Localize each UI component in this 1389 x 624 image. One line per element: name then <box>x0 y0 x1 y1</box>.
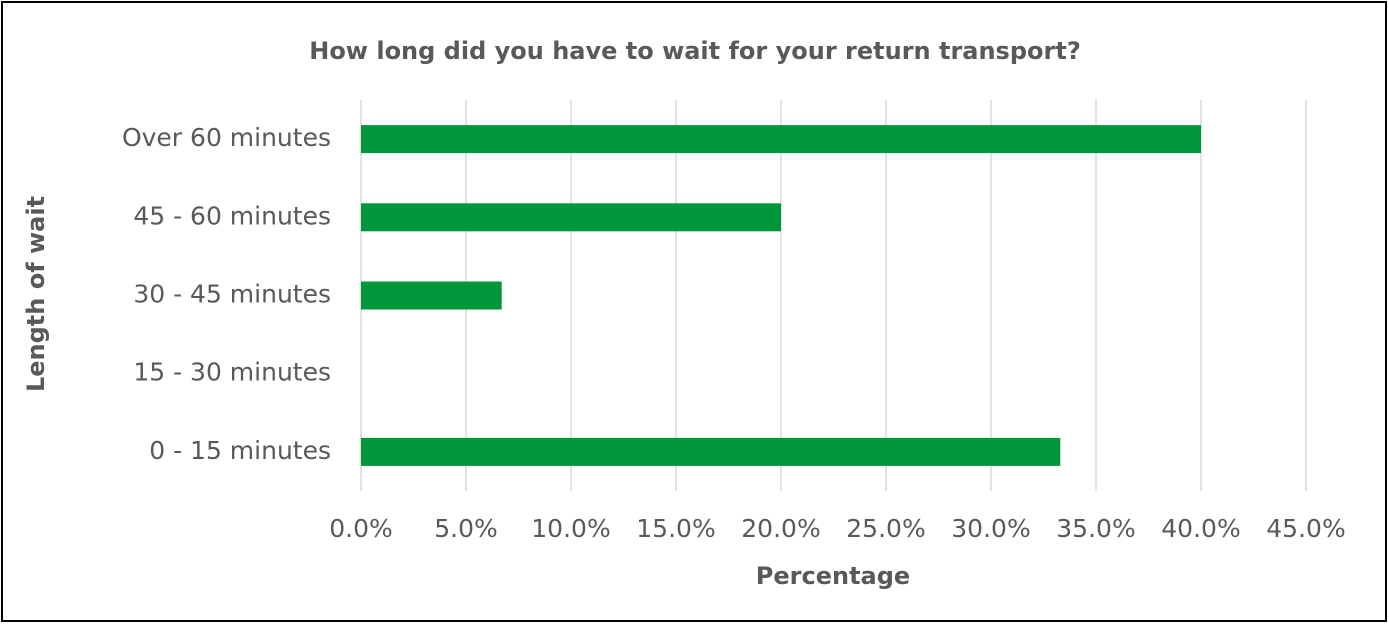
x-tick-label: 5.0% <box>434 514 498 543</box>
bar <box>361 125 1201 154</box>
x-tick-label: 10.0% <box>531 514 610 543</box>
y-tick-label: 0 - 15 minutes <box>149 436 331 465</box>
bar <box>361 203 781 232</box>
y-axis-label: Length of wait <box>22 196 50 392</box>
y-tick-label: 45 - 60 minutes <box>133 201 331 230</box>
x-tick-label: 30.0% <box>951 514 1030 543</box>
y-tick-label: 15 - 30 minutes <box>133 358 331 387</box>
bar <box>361 281 502 310</box>
x-tick-label: 20.0% <box>741 514 820 543</box>
x-tick-label: 0.0% <box>329 514 393 543</box>
x-tick-label: 15.0% <box>636 514 715 543</box>
y-tick-label: Over 60 minutes <box>122 123 331 152</box>
x-tick-label: 25.0% <box>846 514 925 543</box>
chart-title: How long did you have to wait for your r… <box>309 37 1081 65</box>
y-tick-label: 30 - 45 minutes <box>133 280 331 309</box>
x-tick-label: 40.0% <box>1161 514 1240 543</box>
x-tick-label: 45.0% <box>1266 514 1345 543</box>
bar <box>361 437 1061 466</box>
x-tick-label: 35.0% <box>1056 514 1135 543</box>
x-axis-label: Percentage <box>756 562 910 590</box>
